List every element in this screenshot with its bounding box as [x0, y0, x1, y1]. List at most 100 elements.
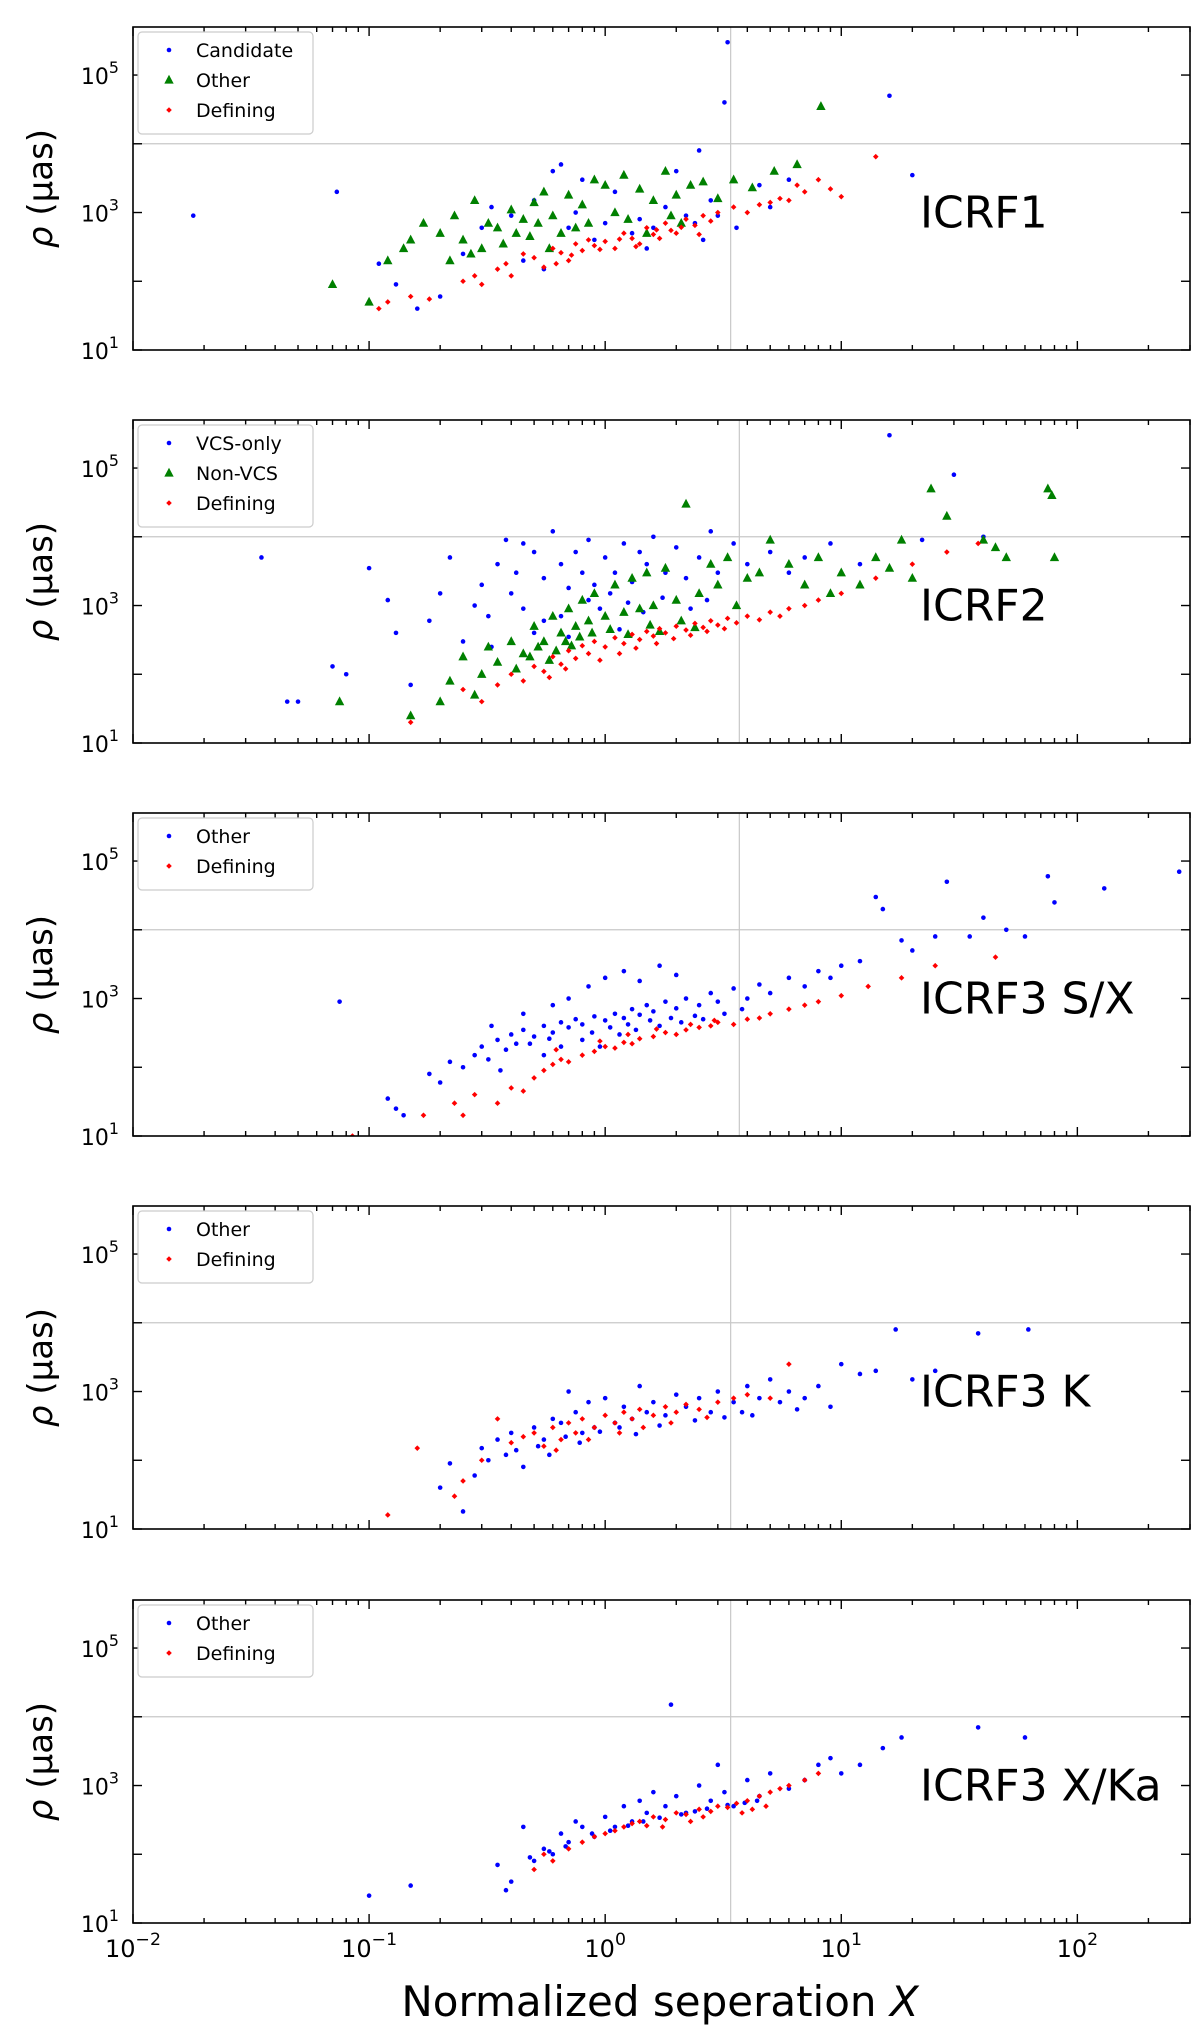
data-point-other [625, 1022, 631, 1027]
data-point-other [708, 990, 714, 996]
data-point-candidate [566, 225, 571, 231]
data-point-other [857, 1371, 863, 1377]
data-point-defining [460, 278, 466, 285]
data-point-defining [640, 1424, 647, 1431]
data-point-non-vcs [556, 627, 566, 637]
legend-marker-defining [166, 500, 172, 506]
series-defining [349, 954, 999, 1136]
data-point-other [573, 1016, 578, 1022]
data-point-defining [815, 176, 822, 183]
data-point-defining [668, 227, 674, 234]
data-point-defining [932, 962, 939, 969]
data-point-non-vcs [731, 600, 742, 610]
series-other [366, 1702, 1028, 1898]
data-point-candidate [715, 213, 721, 218]
data-point-other [698, 176, 708, 186]
data-point-defining [696, 1024, 702, 1031]
data-point-vcs-only [495, 561, 500, 567]
data-point-defining [730, 1395, 737, 1401]
data-point-non-vcs [511, 663, 521, 673]
data-point-other [1022, 934, 1028, 939]
panel-label: ICRF3 S/X [920, 973, 1134, 1024]
data-point-non-vcs [533, 641, 543, 651]
legend-marker-other [166, 1226, 172, 1232]
data-point-non-vcs [506, 636, 516, 646]
data-point-defining [700, 1814, 706, 1820]
data-point-defining [744, 1797, 751, 1804]
data-point-defining [662, 630, 669, 636]
data-point-defining [975, 540, 981, 547]
data-point-non-vcs [713, 579, 723, 589]
data-point-other [418, 217, 429, 227]
data-point-other [838, 1361, 844, 1367]
data-point-defining [724, 615, 731, 622]
data-point-other [579, 1037, 585, 1043]
data-point-other [498, 238, 508, 248]
data-point-defining [872, 575, 879, 581]
data-point-defining [460, 1112, 466, 1119]
data-point-other [648, 195, 659, 205]
panel-icrf3-s-x: 101 103 105 ρ (µas) ICRF3 S/X Other Defining [21, 812, 1191, 1151]
data-point-vcs-only [541, 575, 547, 581]
data-point-defining [572, 655, 579, 662]
data-point-candidate [786, 177, 792, 183]
data-point-vcs-only [472, 603, 477, 608]
data-point-defining [621, 1039, 627, 1046]
data-point-defining [865, 983, 871, 990]
data-point-defining [558, 661, 564, 668]
data-point-other [558, 1020, 564, 1025]
data-point-defining [678, 224, 685, 231]
data-point-other [893, 1327, 898, 1332]
data-point-vcs-only [531, 630, 537, 636]
data-point-other [692, 1418, 698, 1423]
data-point-other [469, 195, 480, 205]
data-point-other [657, 963, 662, 969]
data-point-defining [460, 1478, 466, 1484]
data-point-defining [471, 273, 478, 279]
data-point-other [704, 1806, 710, 1812]
data-point-defining [801, 189, 808, 195]
data-point-vcs-only [586, 537, 591, 543]
data-point-vcs-only [621, 541, 627, 546]
legend-box [137, 1604, 314, 1678]
data-point-other [1045, 873, 1051, 879]
data-point-other [828, 1755, 833, 1761]
y-axis-symbol: ρ [21, 1799, 61, 1821]
data-point-defining [668, 1420, 674, 1426]
data-point-other [644, 1810, 650, 1816]
data-point-defining [565, 647, 572, 654]
data-point-defining [683, 216, 689, 222]
data-point-defining [629, 1040, 635, 1047]
data-point-other [673, 1392, 679, 1397]
data-point-vcs-only [708, 529, 714, 534]
y-axis-label: ρ (µas) [21, 129, 61, 248]
legend-label-defining: Defining [196, 1643, 276, 1665]
data-point-non-vcs [483, 641, 494, 651]
data-point-non-vcs [694, 588, 704, 598]
data-point-defining [407, 719, 414, 726]
data-point-other [589, 1831, 595, 1836]
data-point-other [663, 1803, 668, 1809]
data-point-other [401, 1113, 406, 1118]
data-point-other [503, 1047, 509, 1053]
data-point-defining [696, 1406, 702, 1413]
legend: Other Defining [137, 1604, 314, 1678]
data-point-other [563, 1434, 568, 1440]
data-point-defining [572, 241, 579, 247]
data-point-defining [744, 1391, 751, 1398]
legend-label-other: Other [196, 826, 250, 848]
data-point-vcs-only [828, 541, 833, 546]
data-point-vcs-only [573, 549, 578, 555]
data-point-other [769, 165, 779, 175]
data-point-vcs-only [486, 613, 491, 619]
data-point-defining [629, 1820, 635, 1827]
data-point-non-vcs [525, 651, 535, 661]
panel-icrf2: 101 103 105 ρ (µas) ICRF2 VCS-only Non-VCS Defi… [21, 419, 1191, 758]
y-tick-label: 101 [81, 1512, 119, 1544]
data-point-defining [650, 633, 657, 639]
data-point-defining [520, 251, 527, 257]
data-point-other [651, 1399, 656, 1405]
data-point-other [508, 1879, 514, 1884]
data-point-defining [546, 674, 553, 681]
data-point-defining [650, 1033, 657, 1040]
